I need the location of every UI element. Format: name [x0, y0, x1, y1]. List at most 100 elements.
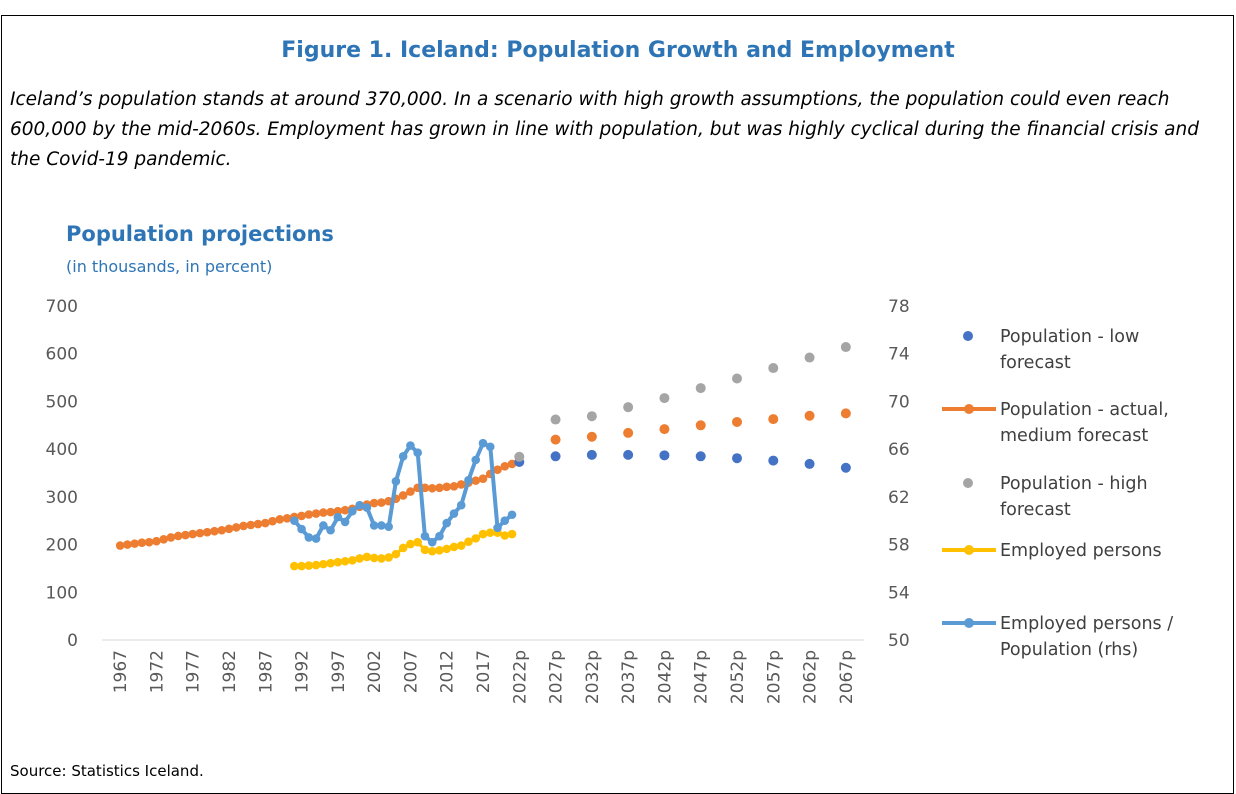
x-tick-label: 1987 — [256, 650, 276, 693]
data-point — [398, 452, 408, 461]
data-point — [384, 522, 393, 531]
data-point — [449, 509, 459, 518]
x-tick-label: 2037p — [619, 650, 639, 704]
data-point — [493, 465, 502, 474]
data-point — [406, 487, 415, 496]
data-point — [224, 524, 234, 534]
data-point — [311, 534, 321, 543]
data-point — [297, 561, 306, 571]
x-tick-label: 2032p — [583, 650, 603, 704]
data-point — [659, 393, 670, 404]
data-point — [311, 560, 321, 570]
data-point — [166, 533, 176, 542]
legend-marker — [964, 618, 974, 628]
data-point — [406, 441, 415, 450]
legend-label: Employed persons — [1000, 541, 1162, 561]
data-point — [152, 536, 161, 546]
legend-label: Population - low — [1000, 327, 1139, 347]
x-tick-label: 1997 — [329, 650, 349, 693]
data-point — [268, 516, 277, 526]
data-point — [144, 537, 154, 547]
data-point — [485, 442, 495, 452]
data-point — [319, 559, 328, 569]
data-point — [304, 510, 314, 519]
x-tick-label: 1967 — [111, 650, 131, 693]
data-point — [398, 491, 408, 500]
data-point — [202, 527, 212, 537]
data-point — [348, 556, 357, 565]
data-point — [659, 424, 670, 435]
x-tick-label: 2022p — [510, 650, 530, 704]
y-right-tick-label: 66 — [888, 440, 910, 460]
legend-label: Population - high — [1000, 474, 1148, 494]
data-point — [253, 519, 263, 529]
x-tick-label: 1972 — [147, 650, 167, 693]
data-point — [420, 545, 430, 555]
data-point — [340, 556, 350, 566]
data-point — [732, 416, 742, 427]
y-right-tick-label: 62 — [888, 488, 910, 508]
legend-marker — [963, 478, 973, 488]
data-point — [586, 449, 597, 460]
data-point — [217, 525, 227, 535]
source-note: Source: Statistics Iceland. — [10, 762, 204, 780]
data-point — [369, 498, 379, 508]
data-point — [282, 514, 292, 523]
data-point — [348, 506, 357, 516]
legend-marker — [964, 404, 974, 414]
data-point — [246, 520, 256, 530]
data-point — [369, 521, 379, 530]
data-point — [260, 518, 270, 528]
y-left-tick-label: 0 — [67, 631, 78, 651]
data-point — [804, 352, 815, 363]
y-left-tick-label: 300 — [46, 488, 78, 508]
data-point — [586, 411, 597, 422]
data-point — [355, 554, 364, 563]
data-point — [840, 462, 851, 473]
x-tick-label: 1977 — [184, 650, 204, 693]
data-point — [471, 455, 481, 465]
y-left-tick-label: 200 — [46, 536, 78, 556]
data-point — [231, 523, 241, 532]
x-tick-label: 2002 — [365, 650, 385, 693]
data-point — [413, 448, 422, 458]
data-point — [340, 517, 350, 527]
data-point — [507, 529, 517, 539]
data-point — [623, 427, 634, 438]
data-point — [195, 528, 205, 538]
data-point — [840, 408, 851, 419]
data-point — [695, 383, 706, 394]
data-point — [500, 462, 510, 471]
y-right-tick-label: 74 — [888, 345, 910, 365]
y-right-tick-label: 58 — [888, 536, 910, 556]
data-point — [732, 373, 742, 384]
x-tick-label: 2062p — [801, 650, 821, 704]
x-tick-label: 1992 — [293, 650, 313, 693]
data-point — [362, 552, 372, 562]
data-point — [478, 529, 488, 539]
data-point — [695, 420, 706, 431]
data-point — [333, 512, 343, 522]
data-point — [464, 537, 473, 547]
data-point — [514, 451, 525, 462]
population-chart: 0 100 200 300 400 500 600 700 50 54 58 62 66 70 74 78 19… — [46, 297, 1174, 704]
data-point — [391, 549, 401, 559]
data-point — [427, 546, 437, 556]
data-point — [507, 510, 517, 520]
data-point — [471, 534, 481, 543]
chart-subtitle: (in thousands, in percent) — [66, 257, 273, 276]
data-point — [456, 541, 466, 550]
data-point — [550, 434, 561, 445]
legend-label: forecast — [1000, 500, 1071, 520]
data-point — [123, 540, 132, 549]
data-point — [297, 511, 306, 521]
y-right-tick-label: 70 — [888, 392, 910, 412]
y-left-tick-label: 400 — [46, 440, 78, 460]
data-point — [188, 529, 198, 539]
y-right-tick-label: 50 — [888, 631, 910, 651]
data-point — [804, 458, 815, 469]
data-point — [319, 521, 328, 530]
data-point — [239, 521, 248, 531]
data-point — [326, 525, 335, 535]
x-tick-label: 2012 — [438, 650, 458, 693]
